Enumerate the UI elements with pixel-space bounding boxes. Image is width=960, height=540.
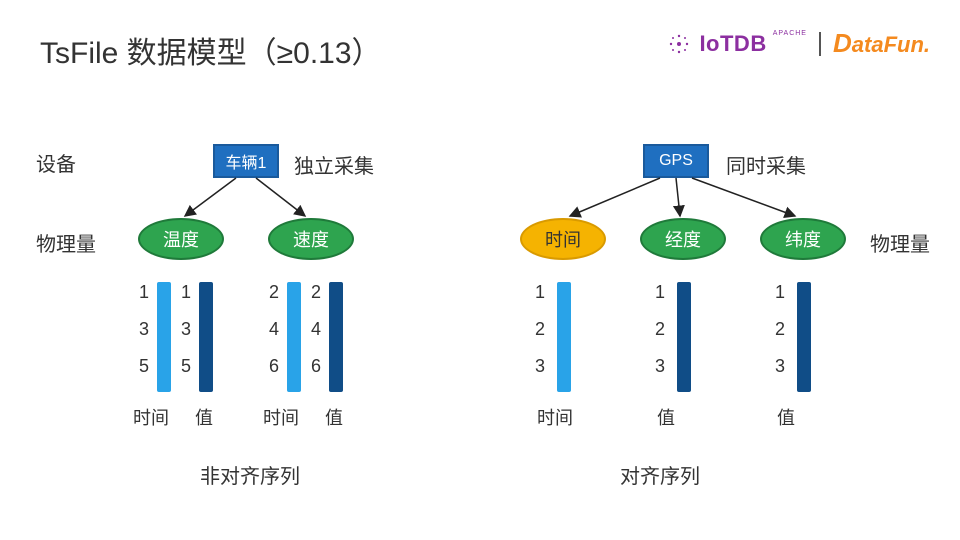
aligned-nums-0: 123 [535,282,545,377]
device-box-gps: GPS [643,144,709,178]
unaligned-val-label-1: 值 [325,404,343,430]
aligned-bottom-label-2: 值 [777,404,795,430]
aligned-bottom-label-0: 时间 [537,404,573,430]
datafun-logo-text: DataFun. [833,28,930,59]
arrows-layer [0,0,960,540]
label-seq-aligned: 对齐序列 [620,460,700,489]
iotdb-apache-text: APACHE [773,30,807,37]
device-box-vehicle: 车辆1 [213,144,279,178]
label-seq-unaligned: 非对齐序列 [200,460,300,489]
measure-right-0: 时间 [520,218,606,260]
unaligned-val-nums-0: 135 [181,282,191,377]
aligned-bottom-label-1: 值 [657,404,675,430]
unaligned-time-label-0: 时间 [133,404,169,430]
unaligned-time-nums-1: 246 [269,282,279,377]
logos: IoTDB APACHE DataFun. [665,28,930,59]
aligned-nums-2: 123 [775,282,785,377]
unaligned-val-label-0: 值 [195,404,213,430]
label-collect-separate: 独立采集 [294,150,374,179]
unaligned-time-bar-0 [157,282,171,392]
measure-left-0: 温度 [138,218,224,260]
unaligned-val-bar-0 [199,282,213,392]
label-measure-left: 物理量 [36,228,96,257]
iotdb-logo-text: IoTDB [699,31,766,57]
iotdb-mark-icon [665,30,693,58]
measure-right-1: 经度 [640,218,726,260]
label-collect-aligned: 同时采集 [726,150,806,179]
aligned-bar-1 [677,282,691,392]
label-device: 设备 [36,148,76,177]
unaligned-time-bar-1 [287,282,301,392]
logo-divider [819,32,821,56]
label-measure-right: 物理量 [870,228,930,257]
aligned-bar-0 [557,282,571,392]
measure-left-1: 速度 [268,218,354,260]
measure-right-2: 纬度 [760,218,846,260]
aligned-nums-1: 123 [655,282,665,377]
unaligned-val-bar-1 [329,282,343,392]
unaligned-val-nums-1: 246 [311,282,321,377]
aligned-bar-2 [797,282,811,392]
unaligned-time-nums-0: 135 [139,282,149,377]
page-title: TsFile 数据模型（≥0.13） [40,28,382,72]
unaligned-time-label-1: 时间 [263,404,299,430]
